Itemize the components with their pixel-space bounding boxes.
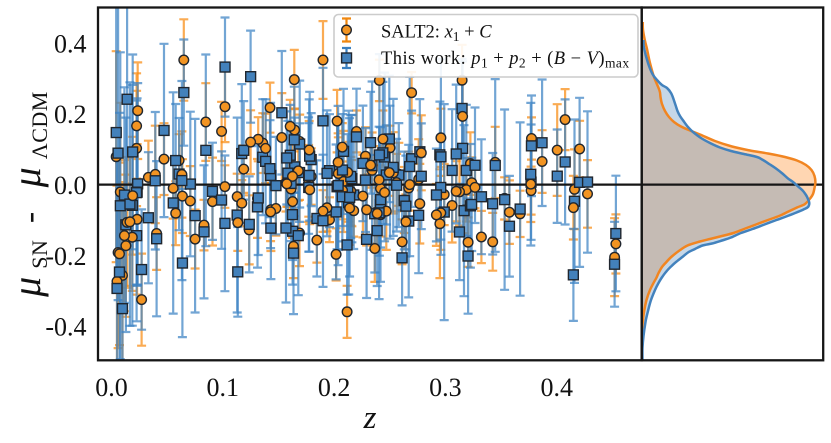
svg-text:0.2: 0.2 xyxy=(318,373,351,402)
svg-text:z: z xyxy=(363,400,377,436)
svg-text:SALT2: x1 + C: SALT2: x1 + C xyxy=(381,22,492,44)
svg-text:This work: p1 + p2 + (B − V)ma: This work: p1 + p2 + (B − V)max xyxy=(381,49,630,71)
svg-text:0.4: 0.4 xyxy=(540,373,573,402)
svg-text:0.1: 0.1 xyxy=(207,373,240,402)
svg-text:-0.4: -0.4 xyxy=(45,313,86,342)
svg-text:0.2: 0.2 xyxy=(54,100,87,129)
svg-text:μSN - μΛCDM: μSN - μΛCDM xyxy=(4,91,52,298)
svg-text:0.4: 0.4 xyxy=(54,29,87,58)
svg-text:0.0: 0.0 xyxy=(54,171,87,200)
svg-text:-0.2: -0.2 xyxy=(45,242,86,271)
svg-text:0.0: 0.0 xyxy=(95,373,128,402)
svg-text:0.3: 0.3 xyxy=(429,373,462,402)
